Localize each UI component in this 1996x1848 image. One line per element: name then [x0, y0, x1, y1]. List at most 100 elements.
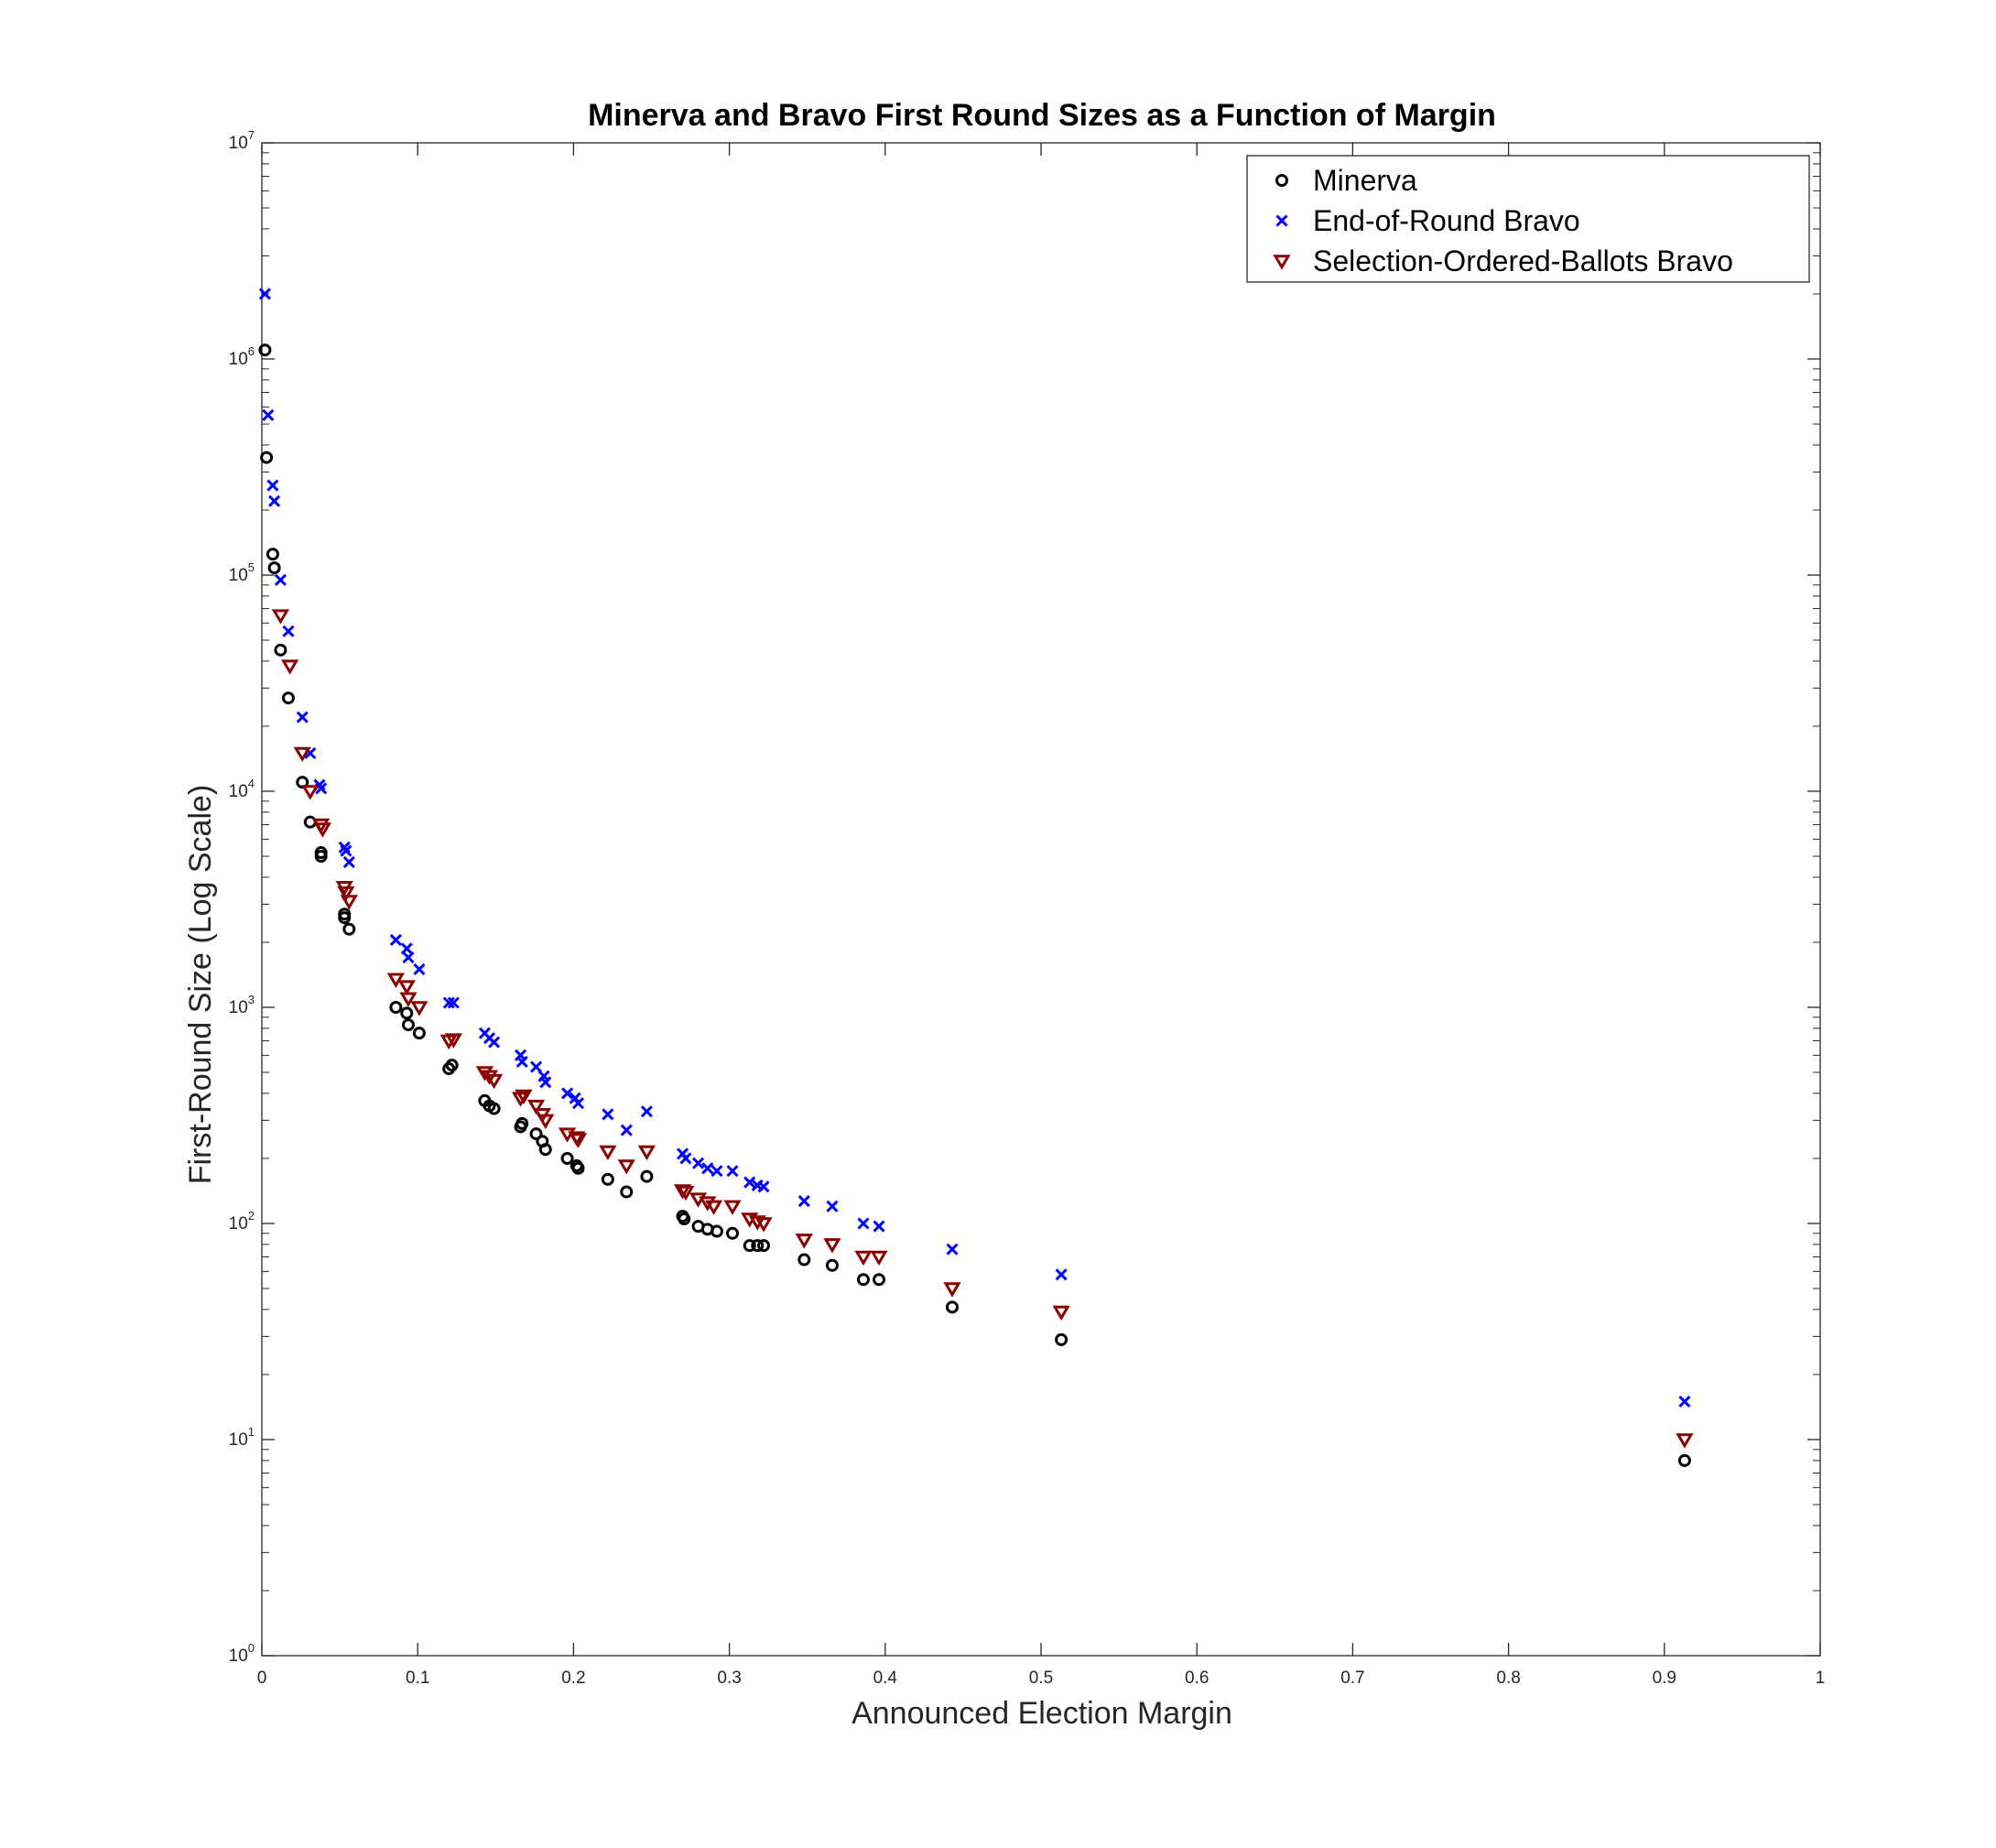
- series-selection-ordered-ballots-bravo: [271, 609, 1694, 1449]
- data-point: [946, 1243, 959, 1256]
- x-marker-stroke: [515, 1055, 528, 1068]
- legend-marker: [1273, 255, 1291, 270]
- data-point: [751, 1239, 765, 1253]
- x-marker-stroke: [797, 1194, 810, 1208]
- data-point: [281, 659, 299, 675]
- data-point: [447, 996, 460, 1009]
- x-marker-stroke: [701, 1162, 714, 1175]
- data-point: [342, 855, 355, 868]
- x-marker-stroke: [691, 1157, 705, 1169]
- data-point: [943, 1282, 961, 1298]
- data-point: [314, 850, 328, 864]
- data-point: [743, 1176, 756, 1189]
- data-point: [691, 1157, 705, 1169]
- x-tick-label: 0.1: [406, 1669, 429, 1688]
- y-tick-exponent: 7: [248, 128, 255, 142]
- data-point: [1677, 1453, 1691, 1467]
- x-marker-stroke: [282, 625, 295, 637]
- data-point: [823, 1238, 841, 1254]
- data-point: [340, 895, 358, 910]
- x-marker-stroke: [826, 1200, 839, 1212]
- data-point: [296, 711, 309, 723]
- data-point: [711, 1165, 723, 1178]
- data-point: [1055, 1332, 1069, 1346]
- x-marker-stroke: [726, 1165, 739, 1178]
- x-tick-label: 0.9: [1653, 1669, 1676, 1688]
- data-point: [389, 933, 402, 946]
- x-marker-stroke: [537, 1070, 550, 1082]
- legend-item-minerva: Minerva: [1275, 164, 1417, 197]
- data-point: [757, 1239, 771, 1253]
- x-marker-stroke: [274, 573, 287, 586]
- data-point: [266, 479, 279, 492]
- data-point: [870, 1250, 888, 1266]
- data-point: [293, 746, 311, 763]
- x-tick-label: 0.8: [1496, 1669, 1520, 1688]
- data-point: [281, 691, 295, 705]
- data-point: [571, 1161, 585, 1175]
- data-point: [402, 951, 415, 964]
- legend-item-selection-ordered-ballots-bravo: Selection-Ordered-Ballots Bravo: [1273, 245, 1733, 277]
- data-point: [262, 408, 275, 421]
- data-point: [677, 1185, 695, 1201]
- data-point: [515, 1055, 528, 1068]
- x-marker-stroke: [757, 1180, 770, 1193]
- legend-item-end-of-round-bravo: End-of-Round Bravo: [1275, 204, 1580, 237]
- y-tick-exponent: 2: [248, 1209, 255, 1223]
- y-tick-label: 106: [229, 344, 255, 369]
- data-point: [338, 911, 352, 925]
- data-point: [301, 785, 320, 800]
- data-point: [743, 1239, 756, 1253]
- y-tick-exponent: 5: [248, 560, 255, 574]
- data-point: [710, 1224, 723, 1238]
- data-point: [599, 1145, 617, 1161]
- x-marker-stroke: [447, 996, 460, 1009]
- data-point: [538, 1143, 552, 1157]
- x-marker-stroke: [402, 951, 415, 964]
- y-tick-label: 104: [229, 777, 255, 801]
- data-point: [620, 1185, 634, 1199]
- x-axis-label: Announced Election Margin: [852, 1696, 1232, 1731]
- data-point: [258, 343, 272, 357]
- x-marker-stroke: [488, 1036, 501, 1049]
- legend-marker: [1275, 214, 1288, 227]
- data-point: [873, 1220, 885, 1233]
- data-point: [413, 962, 426, 976]
- series-end-of-round-bravo: [258, 288, 1691, 1408]
- data-point: [640, 1169, 654, 1183]
- x-tick-label: 0.2: [561, 1669, 585, 1688]
- x-marker-stroke: [266, 479, 279, 492]
- y-tick-base: 10: [229, 566, 248, 585]
- data-point: [400, 942, 413, 955]
- data-point: [410, 1001, 428, 1016]
- data-point: [795, 1234, 813, 1249]
- data-point: [342, 922, 356, 936]
- y-tick-base: 10: [229, 350, 248, 369]
- data-point: [726, 1165, 739, 1178]
- data-point: [401, 1018, 415, 1032]
- data-point: [602, 1108, 614, 1121]
- data-point: [726, 1226, 740, 1240]
- data-point: [445, 1059, 459, 1072]
- legend-marker: [1275, 174, 1288, 187]
- data-point: [797, 1253, 811, 1266]
- data-point: [274, 643, 287, 657]
- data-point: [1052, 1305, 1070, 1321]
- x-tick-label: 0: [257, 1669, 267, 1688]
- x-marker-stroke: [258, 288, 271, 300]
- x-tick-label: 0.4: [873, 1669, 898, 1688]
- x-marker-stroke: [946, 1243, 959, 1256]
- legend-label: Selection-Ordered-Ballots Bravo: [1313, 245, 1733, 277]
- x-marker-stroke: [340, 844, 353, 857]
- data-point: [569, 1133, 588, 1148]
- x-marker-stroke: [304, 746, 317, 760]
- data-point: [337, 886, 355, 902]
- data-point: [399, 992, 418, 1007]
- y-tick-label: 105: [229, 560, 255, 585]
- x-marker-stroke: [539, 1076, 552, 1089]
- x-tick-label: 0.7: [1340, 1669, 1364, 1688]
- data-point: [282, 625, 295, 637]
- data-point: [412, 1027, 426, 1040]
- x-marker-stroke: [602, 1108, 614, 1121]
